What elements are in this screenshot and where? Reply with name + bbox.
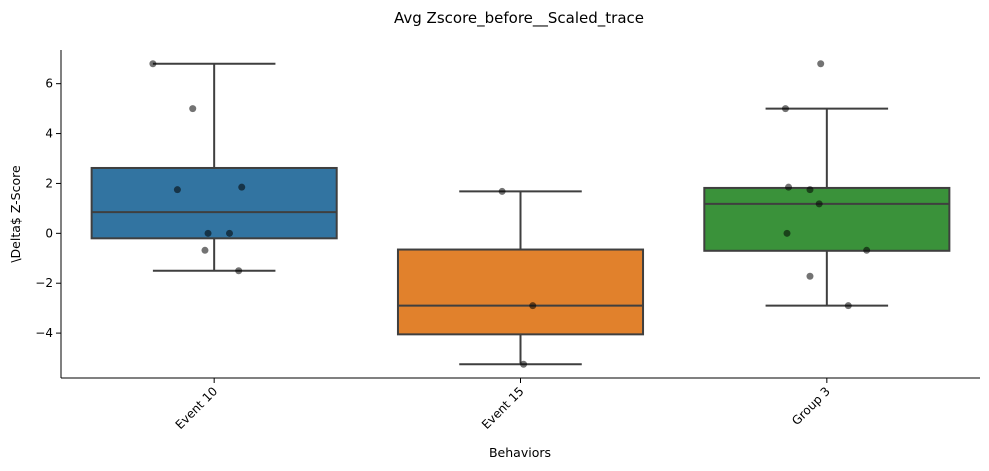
data-point	[189, 105, 197, 113]
y-tick-label: 0	[45, 226, 53, 240]
box-event-10	[90, 166, 338, 240]
data-point	[201, 246, 209, 254]
data-point	[235, 267, 243, 275]
data-point	[806, 186, 814, 194]
y-tick-label: 4	[45, 127, 53, 141]
x-axis-label: Behaviors	[489, 445, 551, 460]
data-point	[783, 229, 791, 237]
plot-area: −4 −2 0 2 4 6 Event 10 Event 15 Group 3	[35, 50, 980, 432]
data-point	[498, 187, 506, 195]
data-point	[863, 246, 871, 254]
box-event-15	[396, 248, 645, 336]
data-point	[173, 186, 181, 194]
data-point	[238, 183, 246, 191]
data-point	[817, 60, 825, 68]
data-point	[225, 229, 233, 237]
y-tick-label: −2	[35, 276, 53, 290]
y-tick-label: 6	[45, 77, 53, 91]
x-tick-label: Group 3	[789, 384, 833, 428]
data-point	[520, 360, 528, 368]
y-axis-label: \Delta$ Z-Score	[8, 165, 23, 263]
chart-title: Avg Zscore_before__Scaled_trace	[394, 9, 644, 28]
data-point	[844, 302, 852, 310]
x-tick-label: Event 10	[173, 384, 221, 432]
data-point	[785, 183, 793, 191]
data-point	[204, 229, 212, 237]
box-group-3	[703, 186, 951, 252]
data-point	[815, 200, 823, 208]
data-point	[806, 272, 814, 280]
y-tick-label: 2	[45, 176, 53, 190]
data-point	[781, 105, 789, 113]
x-tick-label: Event 15	[479, 384, 527, 432]
data-point	[149, 60, 157, 68]
y-tick-label: −4	[35, 326, 53, 340]
data-point	[529, 302, 537, 310]
